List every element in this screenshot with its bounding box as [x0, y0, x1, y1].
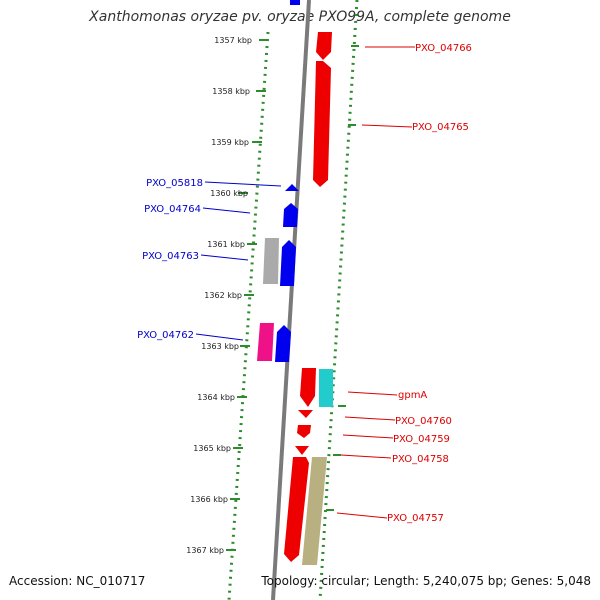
- scale-label-1357: 1357 kbp: [214, 36, 252, 45]
- gene-arrow-pxo-04764[interactable]: [283, 203, 298, 227]
- accession-text: Accession: NC_010717: [9, 574, 146, 588]
- gene-label-pxo-04758[interactable]: PXO_04758: [392, 454, 449, 465]
- gene-label-pxo-05818[interactable]: PXO_05818: [146, 178, 203, 189]
- genome-title: Xanthomonas oryzae pv. oryzae PXO99A, co…: [89, 9, 511, 25]
- gene-label-pxo-04763[interactable]: PXO_04763: [142, 251, 199, 262]
- gene-arrow-pxo-04765[interactable]: [313, 61, 331, 187]
- gene-arrow-pxo-04763[interactable]: [280, 240, 296, 286]
- cds-block-gpma[interactable]: [319, 369, 333, 407]
- scale-label-1359: 1359 kbp: [211, 138, 249, 147]
- gene-label-pxo-04766[interactable]: PXO_04766: [415, 43, 472, 54]
- gene-arrow-pxo-04758[interactable]: [295, 446, 309, 455]
- scale-label-1367: 1367 kbp: [186, 546, 224, 555]
- gene-label-gpma[interactable]: gpmA: [398, 390, 427, 401]
- left-track-boundary: [227, 31, 270, 600]
- gene-arrow-pxo-04757[interactable]: [284, 457, 309, 562]
- genome-axis: [271, 0, 311, 600]
- gene-label-pxo-04757[interactable]: PXO_04757: [387, 513, 444, 524]
- scale-label-1365: 1365 kbp: [193, 444, 231, 453]
- gene-arrow-pxo-04766[interactable]: [316, 32, 332, 60]
- axis-blue-feature[interactable]: [290, 0, 300, 5]
- scale-label-1360: 1360 kbp: [210, 189, 248, 198]
- scale-label-1363: 1363 kbp: [201, 342, 239, 351]
- gene-block-pxo-04762-magenta[interactable]: [257, 323, 274, 361]
- gene-label-pxo-04764[interactable]: PXO_04764: [144, 204, 201, 215]
- scale-label-1366: 1366 kbp: [190, 495, 228, 504]
- gene-label-pxo-04762[interactable]: PXO_04762: [137, 330, 194, 341]
- leader-lines: [195, 46, 415, 519]
- scale-label-1358: 1358 kbp: [212, 87, 250, 96]
- gene-arrow-pxo-05818[interactable]: [285, 184, 299, 191]
- gene-arrow-gpma[interactable]: [300, 368, 316, 407]
- scale-label-1364: 1364 kbp: [197, 393, 235, 402]
- gene-arrow-pxo-04762[interactable]: [275, 325, 291, 362]
- gene-arrow-pxo-04759[interactable]: [297, 425, 311, 438]
- gene-arrow-pxo-04760[interactable]: [298, 410, 313, 418]
- gene-labels: PXO_04766 PXO_04765 PXO_05818 PXO_04764 …: [137, 43, 472, 524]
- scale-labels: 1357 kbp 1358 kbp 1359 kbp 1360 kbp 1361…: [186, 36, 252, 555]
- cds-block-pxo-04757[interactable]: [302, 457, 327, 565]
- gene-label-pxo-04765[interactable]: PXO_04765: [412, 122, 469, 133]
- gene-block-pxo-04763-grey[interactable]: [263, 238, 279, 284]
- scale-label-1362: 1362 kbp: [204, 291, 242, 300]
- gene-label-pxo-04760[interactable]: PXO_04760: [395, 416, 452, 427]
- genome-summary-text: Topology: circular; Length: 5,240,075 bp…: [261, 574, 591, 588]
- scale-ticks: [226, 39, 359, 551]
- gene-label-pxo-04759[interactable]: PXO_04759: [393, 434, 450, 445]
- scale-label-1361: 1361 kbp: [207, 240, 245, 249]
